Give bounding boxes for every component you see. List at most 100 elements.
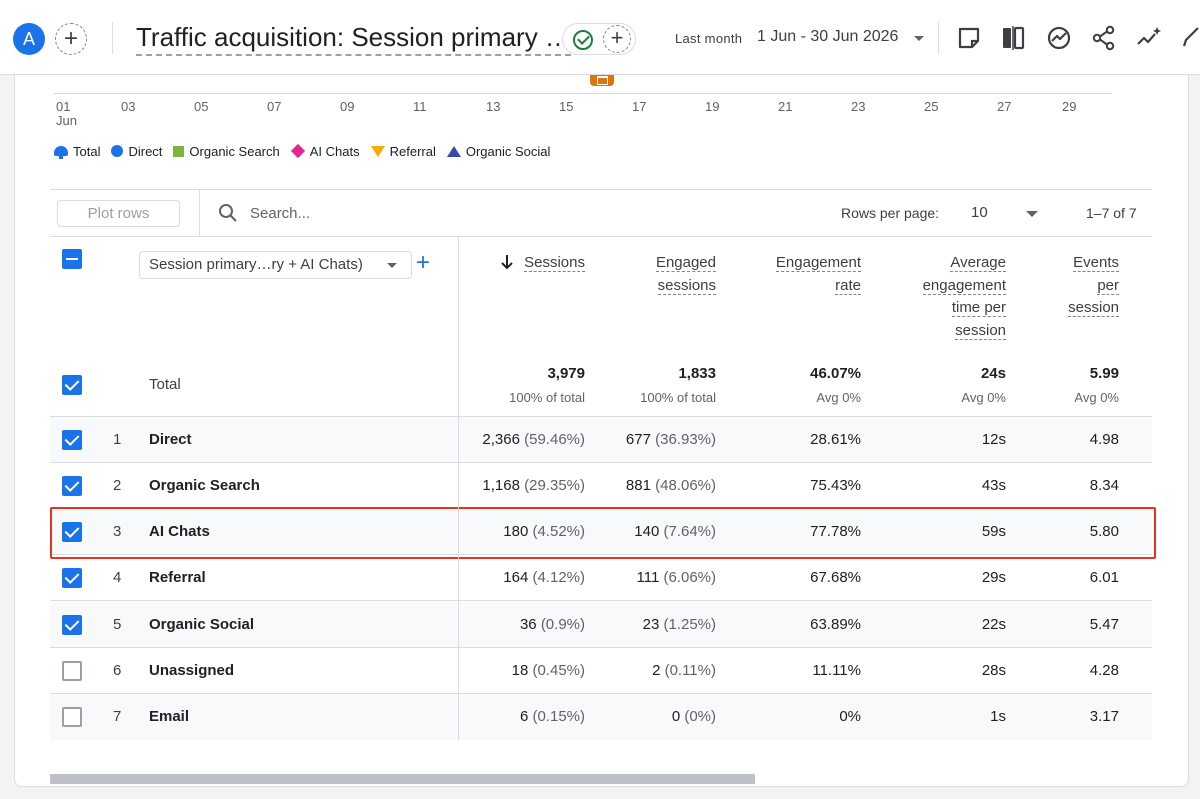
sort-descending-icon[interactable]	[500, 254, 514, 270]
report-header: A + Traffic acquisition: Session primary…	[0, 0, 1200, 75]
annotation-icon[interactable]	[955, 24, 983, 52]
table-row[interactable]: 5 Organic Social 36 (0.9%) 23 (1.25%) 63…	[50, 602, 1152, 648]
row-dimension: Direct	[149, 431, 192, 448]
chevron-down-icon[interactable]	[1026, 211, 1038, 217]
search-input[interactable]	[250, 201, 550, 225]
square-marker-icon	[173, 145, 185, 157]
select-all-checkbox[interactable]	[62, 249, 82, 269]
cell-events: 4.98	[1089, 431, 1119, 448]
row-checkbox[interactable]	[62, 522, 82, 542]
dimension-select[interactable]: Session primary…ry + AI Chats)	[139, 251, 412, 279]
search-icon	[219, 204, 237, 222]
divider	[938, 22, 939, 54]
row-checkbox[interactable]	[62, 476, 82, 496]
total-checkbox[interactable]	[62, 375, 82, 395]
cell-time: 22s	[981, 616, 1006, 633]
cell-sessions: 1,168 (29.35%)	[482, 477, 585, 494]
share-icon[interactable]	[1090, 24, 1118, 52]
x-tick: 21	[778, 99, 793, 114]
divider	[112, 22, 113, 54]
legend-label: Organic Social	[465, 143, 551, 159]
total-rate-sub: Avg 0%	[816, 390, 861, 405]
legend-label: AI Chats	[309, 143, 360, 159]
cell-sessions: 6 (0.15%)	[519, 708, 585, 725]
row-number: 6	[113, 662, 122, 679]
x-tick: 23	[851, 99, 866, 114]
cell-engaged: 677 (36.93%)	[625, 431, 716, 448]
total-time-sub: Avg 0%	[961, 390, 1006, 405]
add-filter-button[interactable]: +	[603, 25, 631, 53]
row-dimension: Referral	[149, 569, 206, 586]
table-row[interactable]: 4 Referral 164 (4.12%) 111 (6.06%) 67.68…	[50, 555, 1152, 601]
highlight-box	[50, 507, 1156, 559]
check-circle-icon[interactable]	[573, 30, 593, 50]
row-checkbox[interactable]	[62, 430, 82, 450]
table-row[interactable]: 6 Unassigned 18 (0.45%) 2 (0.11%) 11.11%…	[50, 648, 1152, 694]
row-checkbox[interactable]	[62, 615, 82, 635]
row-number: 1	[113, 431, 122, 448]
x-tick: 27	[997, 99, 1012, 114]
row-dimension: Organic Search	[149, 477, 260, 494]
cell-events: 5.47	[1089, 616, 1119, 633]
column-header-engagement-rate[interactable]: Engagement rate	[775, 254, 861, 295]
row-checkbox[interactable]	[62, 707, 82, 727]
total-marker-icon	[54, 146, 68, 159]
table-row[interactable]: 1 Direct 2,366 (59.46%) 677 (36.93%) 28.…	[50, 417, 1152, 463]
add-comparison-button[interactable]: +	[55, 23, 87, 55]
row-checkbox[interactable]	[62, 661, 82, 681]
column-header-avg-engagement-time[interactable]: Average engagement time per session	[922, 254, 1006, 340]
dimension-label: Session primary…ry + AI Chats)	[149, 256, 363, 273]
cell-time: 1s	[990, 708, 1006, 725]
triangle-up-marker-icon	[446, 145, 461, 157]
date-preset-label[interactable]: Last month	[675, 31, 743, 46]
circle-marker-icon	[111, 145, 124, 157]
rows-per-page-select[interactable]: 10	[971, 204, 988, 221]
pagination-status: 1–7 of 7	[1086, 205, 1137, 221]
cell-sessions: 164 (4.12%)	[503, 569, 585, 586]
triangle-down-marker-icon	[370, 145, 385, 157]
cell-rate: 63.89%	[810, 616, 861, 633]
add-dimension-button[interactable]: +	[416, 249, 431, 276]
page-title[interactable]: Traffic acquisition: Session primary …	[136, 21, 571, 56]
x-tick: 13	[486, 99, 501, 114]
table-header	[50, 237, 1152, 417]
table-row[interactable]: 7 Email 6 (0.15%) 0 (0%) 0% 1s 3.17	[50, 694, 1152, 740]
legend-item-referral[interactable]: Referral	[370, 144, 436, 159]
table-row[interactable]: 3 AI Chats 180 (4.52%) 140 (7.64%) 77.78…	[50, 509, 1152, 555]
account-avatar[interactable]: A	[13, 23, 45, 55]
legend-item-organic-social[interactable]: Organic Social	[446, 143, 551, 159]
legend-item-direct[interactable]: Direct	[111, 144, 162, 159]
row-number: 3	[113, 523, 122, 540]
plot-rows-button[interactable]: Plot rows	[57, 200, 180, 227]
legend-item-total[interactable]: Total	[54, 144, 100, 159]
x-tick: 29	[1062, 99, 1077, 114]
insights-icon[interactable]	[1045, 24, 1073, 52]
legend-item-ai-chats[interactable]: AI Chats	[290, 143, 360, 159]
trend-sparkle-icon[interactable]	[1135, 24, 1163, 52]
x-tick: 25	[924, 99, 939, 114]
x-tick: 05	[194, 99, 209, 114]
column-header-sessions[interactable]: Sessions	[524, 254, 585, 272]
column-header-engaged-sessions[interactable]: Engaged sessions	[655, 254, 716, 295]
legend-label: Direct	[128, 143, 163, 159]
horizontal-scrollbar[interactable]	[50, 774, 755, 784]
date-range[interactable]: 1 Jun - 30 Jun 2026	[757, 28, 899, 45]
row-number: 2	[113, 477, 122, 494]
chevron-down-icon[interactable]	[914, 36, 924, 41]
x-tick: 19	[705, 99, 720, 114]
cell-sessions: 18 (0.45%)	[511, 662, 585, 679]
table-toolbar: Plot rows Rows per page: 10 1–7 of 7	[50, 189, 1152, 237]
total-engaged-sub: 100% of total	[640, 390, 716, 405]
compare-icon[interactable]	[1000, 24, 1028, 52]
annotation-marker-icon[interactable]	[590, 75, 614, 86]
column-divider	[458, 237, 459, 741]
column-header-events-per-session[interactable]: Events per session	[1068, 254, 1119, 317]
row-number: 7	[113, 708, 122, 725]
edit-icon[interactable]	[1180, 24, 1200, 52]
row-number: 4	[113, 569, 122, 586]
legend-item-organic-search[interactable]: Organic Search	[173, 144, 280, 159]
row-checkbox[interactable]	[62, 568, 82, 588]
cell-rate: 0%	[839, 708, 861, 725]
table-row[interactable]: 2 Organic Search 1,168 (29.35%) 881 (48.…	[50, 463, 1152, 509]
x-tick: 01 Jun	[56, 99, 77, 128]
